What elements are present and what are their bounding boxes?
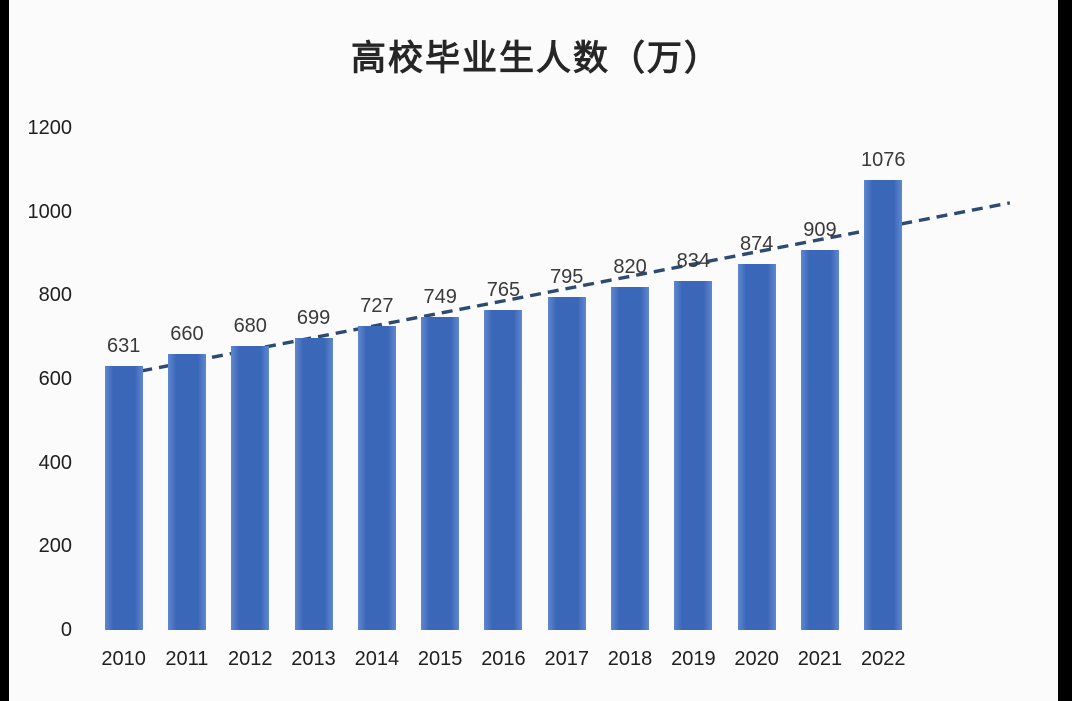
x-tick-label: 2020 bbox=[734, 648, 779, 670]
y-tick-label: 1000 bbox=[27, 200, 73, 223]
bar bbox=[547, 297, 586, 630]
x-tick-label: 2021 bbox=[797, 648, 843, 670]
bar bbox=[167, 353, 206, 630]
bar-value-label: 765 bbox=[486, 278, 521, 301]
bar bbox=[864, 179, 903, 630]
bar-value-label: 834 bbox=[676, 250, 711, 273]
bar-value-label: 874 bbox=[739, 233, 774, 256]
y-tick-label: 400 bbox=[38, 451, 72, 474]
y-tick-label: 800 bbox=[38, 284, 72, 307]
y-tick-label: 600 bbox=[38, 368, 72, 390]
x-tick-label: 2014 bbox=[354, 648, 400, 670]
y-tick-label: 200 bbox=[38, 535, 72, 558]
x-tick-label: 2018 bbox=[607, 648, 653, 670]
bar-value-label: 727 bbox=[360, 294, 394, 317]
bar bbox=[674, 281, 713, 630]
x-tick-label: 2015 bbox=[417, 648, 463, 670]
bar-value-label: 660 bbox=[170, 322, 204, 345]
bar-value-label: 1076 bbox=[861, 148, 906, 171]
bar bbox=[294, 337, 333, 630]
chart-title: 高校毕业生人数（万） bbox=[350, 39, 721, 78]
bar-value-label: 699 bbox=[296, 306, 331, 329]
bar bbox=[737, 264, 776, 630]
bar-value-label: 680 bbox=[233, 314, 267, 337]
bar bbox=[421, 316, 460, 630]
bar-value-label: 820 bbox=[613, 255, 647, 278]
x-tick-label: 2019 bbox=[671, 648, 716, 670]
bar bbox=[357, 325, 396, 630]
bar bbox=[484, 309, 523, 630]
x-tick-label: 2012 bbox=[228, 648, 273, 670]
y-tick-label: 1200 bbox=[27, 117, 73, 139]
x-tick-label: 2017 bbox=[544, 648, 590, 670]
bar bbox=[231, 345, 270, 630]
y-tick-label: 0 bbox=[60, 619, 72, 641]
bar-value-label: 795 bbox=[550, 266, 584, 289]
left-frame-strip bbox=[0, 0, 9, 701]
bar-value-label: 631 bbox=[106, 335, 141, 358]
bar bbox=[800, 249, 839, 630]
right-frame-strip bbox=[1058, 0, 1072, 701]
x-tick-label: 2013 bbox=[291, 648, 336, 670]
x-tick-label: 2011 bbox=[165, 648, 209, 670]
bar bbox=[611, 286, 650, 630]
bar bbox=[104, 366, 143, 630]
bar-value-label: 909 bbox=[803, 218, 837, 241]
x-tick-label: 2010 bbox=[101, 648, 146, 670]
x-tick-label: 2022 bbox=[861, 648, 906, 670]
bar-value-label: 749 bbox=[423, 285, 457, 308]
x-tick-label: 2016 bbox=[481, 648, 526, 670]
